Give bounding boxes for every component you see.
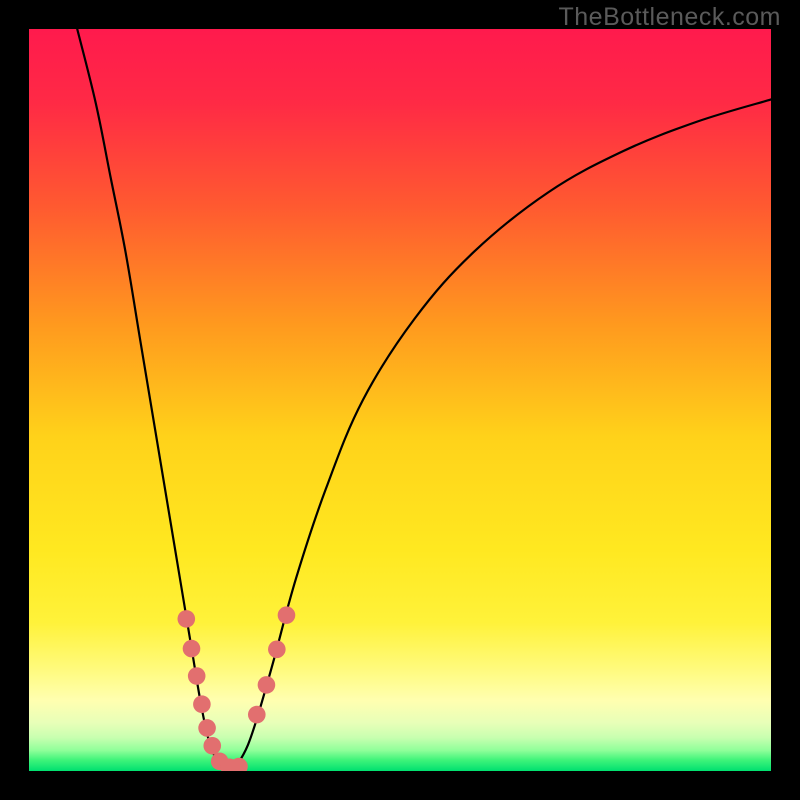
marker-right (278, 606, 296, 624)
plot-svg (29, 29, 771, 771)
marker-left (183, 640, 201, 658)
figure-root: TheBottleneck.com (0, 0, 800, 800)
marker-right (248, 706, 266, 724)
gradient-background (29, 29, 771, 771)
marker-left (178, 610, 196, 628)
plot-area (29, 29, 771, 771)
marker-left (193, 695, 211, 713)
marker-left (203, 737, 221, 755)
watermark-text: TheBottleneck.com (559, 3, 782, 32)
marker-right (258, 676, 276, 694)
marker-right (268, 641, 286, 659)
marker-left (198, 719, 216, 737)
marker-left (188, 667, 206, 685)
